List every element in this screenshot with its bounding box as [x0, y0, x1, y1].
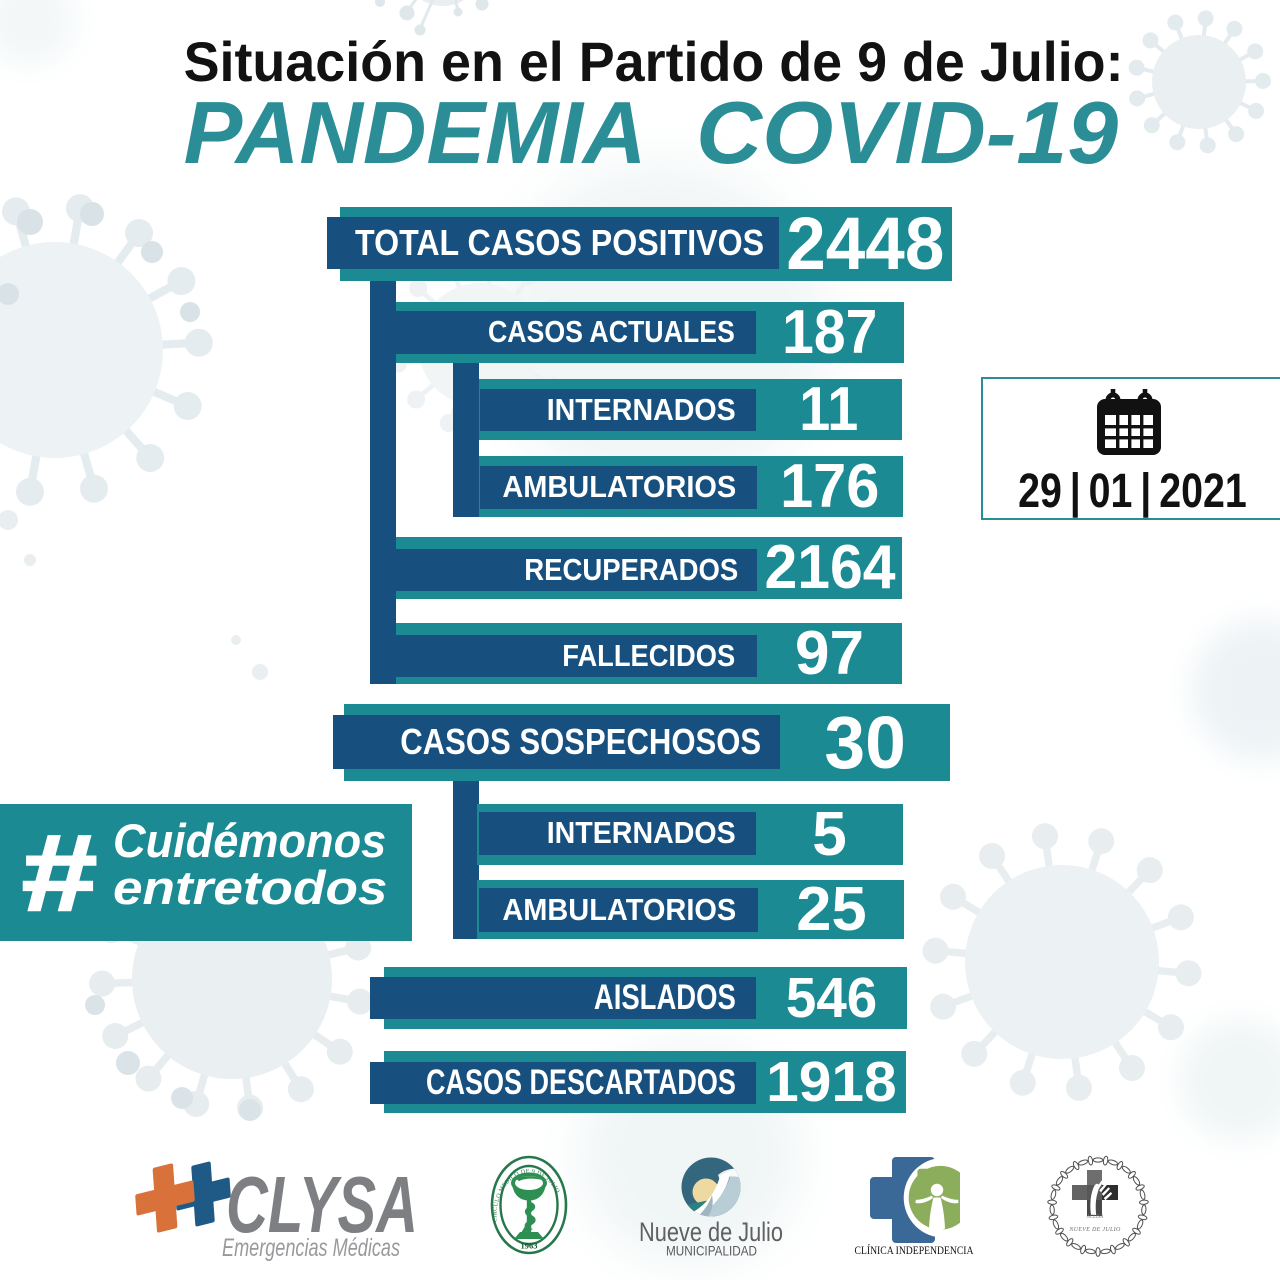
svg-text:CLÍNICA INDEPENDENCIA: CLÍNICA INDEPENDENCIA — [855, 1243, 975, 1257]
svg-text:Nueve de Julio: Nueve de Julio — [639, 1217, 783, 1247]
svg-text:Emergencias Médicas: Emergencias Médicas — [222, 1234, 400, 1262]
svg-text:ACLISA: ACLISA — [1086, 1215, 1104, 1220]
svg-text:CLYSA: CLYSA — [226, 1160, 418, 1249]
svg-text:NUEVE DE JULIO: NUEVE DE JULIO — [1068, 1227, 1121, 1233]
svg-text:MUNICIPALIDAD: MUNICIPALIDAD — [666, 1244, 757, 1259]
svg-text:1963: 1963 — [521, 1241, 538, 1251]
